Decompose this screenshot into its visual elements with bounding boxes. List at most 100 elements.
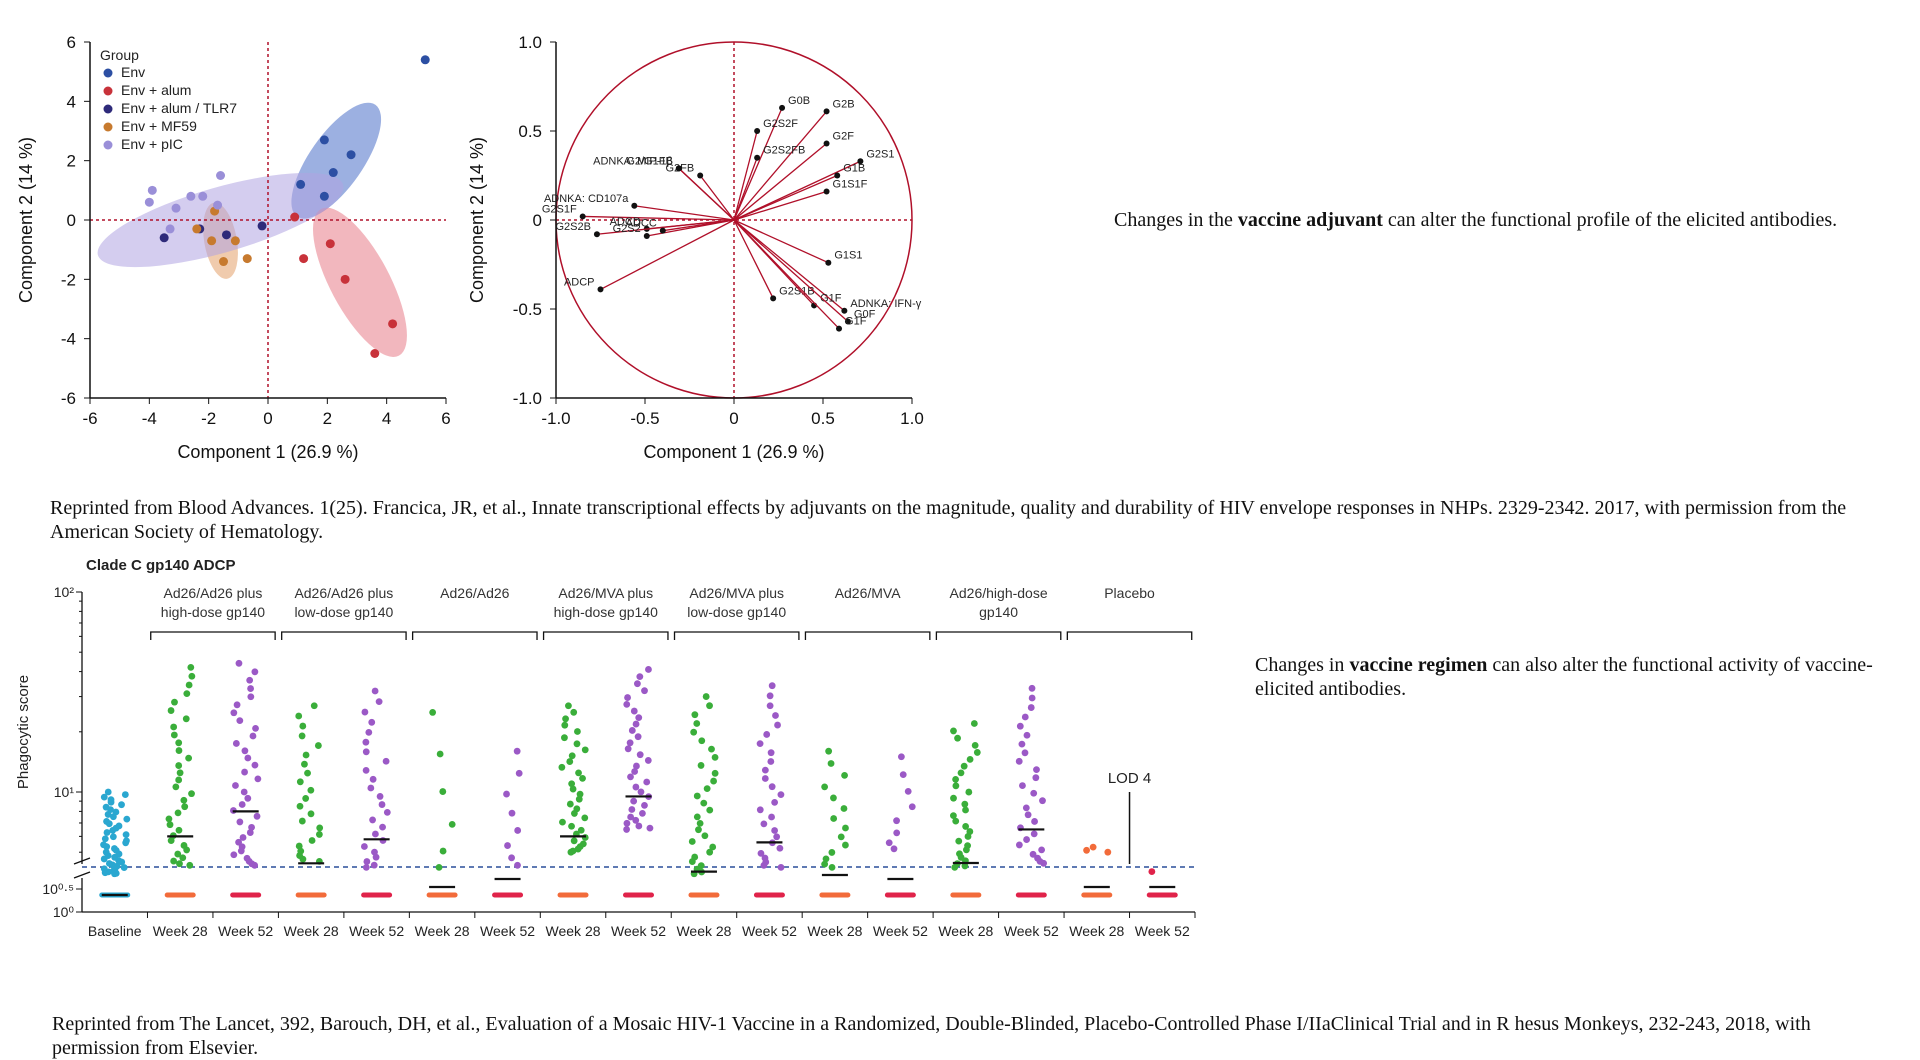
data-point — [761, 766, 769, 774]
loading-point — [841, 307, 848, 314]
data-point — [698, 737, 706, 745]
x-tick-label: 1.0 — [900, 409, 924, 428]
loading-point — [697, 172, 704, 179]
data-point — [159, 233, 169, 243]
data-point — [100, 841, 107, 849]
data-point — [579, 840, 587, 848]
legend-marker — [103, 104, 113, 114]
data-point — [249, 732, 257, 740]
data-point — [830, 794, 837, 802]
group-label: Ad26/MVA — [835, 585, 902, 601]
data-point — [248, 823, 255, 831]
data-point — [315, 831, 323, 838]
data-point — [314, 742, 322, 749]
data-point — [842, 841, 849, 849]
data-point — [307, 810, 315, 818]
data-point — [952, 817, 960, 825]
data-point — [777, 791, 785, 799]
loading-vector — [678, 167, 735, 221]
loading-vector — [733, 130, 758, 221]
adcp-chart: 10² 10¹ 10⁰·⁵ 10⁰ Phagocytic score Clade C gp… — [15, 557, 1196, 939]
data-point — [302, 751, 310, 759]
data-point — [230, 236, 240, 246]
data-point — [144, 197, 154, 207]
loading-vector — [733, 157, 758, 221]
y-tick-label: 0.5 — [518, 122, 542, 141]
y-tick-label: 10¹ — [54, 784, 75, 800]
data-point — [955, 837, 963, 845]
data-point — [575, 769, 582, 777]
data-point — [176, 769, 184, 777]
data-point — [307, 786, 315, 794]
legend-entry: Env + pIC — [121, 136, 183, 152]
data-point — [165, 224, 175, 234]
data-point — [514, 827, 522, 834]
data-point — [1024, 811, 1032, 819]
data-point — [633, 762, 640, 770]
loading-vector — [733, 142, 827, 221]
y-tick-label: -0.5 — [513, 300, 542, 319]
data-point — [251, 668, 259, 676]
data-point — [1030, 830, 1038, 838]
group-ellipse — [97, 172, 344, 268]
data-point — [340, 274, 350, 284]
data-point — [185, 754, 193, 762]
loading-label: G2S2 — [613, 223, 641, 235]
data-point — [439, 847, 447, 855]
legend-marker — [103, 140, 113, 150]
data-point — [760, 820, 768, 828]
group-label: Ad26/MVA plus — [558, 585, 653, 601]
data-point — [508, 854, 515, 862]
data-point — [105, 860, 113, 867]
data-point — [1016, 722, 1024, 730]
data-point — [766, 702, 774, 710]
data-point — [172, 783, 180, 791]
data-point — [296, 802, 304, 810]
data-point — [112, 808, 120, 816]
data-point — [362, 863, 370, 871]
data-point — [514, 861, 521, 869]
data-point — [635, 714, 643, 722]
data-point — [236, 717, 244, 725]
loading-label: G2S2FB — [763, 145, 805, 157]
data-point — [319, 191, 329, 201]
data-point — [1038, 846, 1046, 854]
loading-point — [593, 231, 600, 238]
group-bracket — [150, 631, 276, 640]
data-point — [562, 715, 569, 723]
y-tick-label: 10² — [54, 584, 75, 600]
data-point — [576, 790, 584, 798]
y-tick-label: 10⁰ — [53, 904, 75, 920]
adjuvant-caption: Changes in the vaccine adjuvant can alte… — [1114, 208, 1874, 232]
x-tick-label: Week 28 — [153, 923, 208, 939]
x-tick-label: Week 52 — [480, 923, 535, 939]
data-point — [319, 135, 329, 145]
data-point — [771, 798, 779, 806]
data-point — [761, 854, 769, 862]
data-point — [635, 822, 643, 830]
data-point — [1028, 694, 1036, 702]
data-point — [693, 720, 701, 727]
data-point — [295, 842, 303, 850]
data-point — [623, 700, 631, 708]
data-point — [768, 682, 776, 690]
data-point — [636, 751, 644, 759]
loading-vector — [733, 219, 849, 322]
data-point — [693, 792, 701, 800]
data-point — [298, 817, 306, 825]
regimen-caption: Changes in vaccine regimen can also alte… — [1255, 653, 1920, 701]
x-tick-label: Week 52 — [873, 923, 928, 939]
data-point — [290, 212, 300, 222]
x-tick-label: 4 — [382, 409, 391, 428]
data-point — [1018, 740, 1026, 748]
loading-vector — [582, 215, 735, 221]
group-label: Ad26/Ad26 plus — [294, 585, 393, 601]
data-point — [568, 780, 576, 788]
data-point — [435, 863, 443, 871]
data-point — [561, 734, 568, 742]
data-point — [965, 788, 973, 796]
data-point — [773, 833, 781, 841]
loading-vector — [733, 219, 774, 299]
data-point — [216, 171, 226, 180]
loading-label: G1F — [820, 292, 842, 304]
